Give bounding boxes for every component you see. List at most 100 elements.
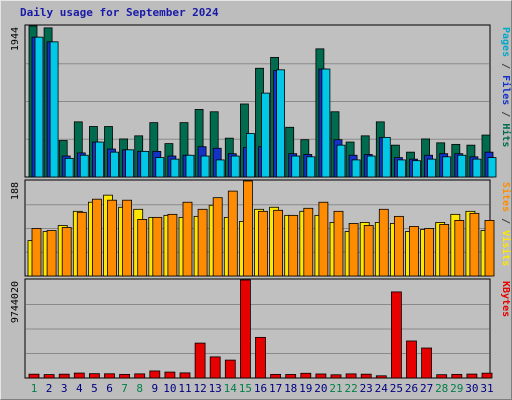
bar-kbytes-day-26 <box>406 340 417 379</box>
x-label-day-2: 2 <box>46 382 53 395</box>
bar-kbytes-day-14 <box>224 359 236 379</box>
bar-pages-day-11 <box>185 154 195 178</box>
bar-pages-day-23 <box>366 155 376 178</box>
bar-kbytes-day-12 <box>194 342 206 379</box>
bar-pages-day-19 <box>306 156 316 178</box>
bar-sites-day-16 <box>258 210 268 277</box>
legend-middle: Sites / Visits <box>500 182 512 266</box>
x-label-day-28: 28 <box>435 382 448 395</box>
bar-kbytes-day-17 <box>270 373 282 379</box>
bar-kbytes-day-27 <box>421 347 433 379</box>
x-label-day-22: 22 <box>344 382 357 395</box>
bar-sites-day-27 <box>424 228 435 277</box>
x-label-day-7: 7 <box>121 382 128 395</box>
y-tick-top: 1944 <box>10 27 21 51</box>
bar-pages-day-30 <box>472 158 482 178</box>
bar-sites-day-28 <box>439 224 450 277</box>
x-label-day-15: 15 <box>239 382 252 395</box>
bar-kbytes-day-25 <box>390 291 402 379</box>
x-label-day-3: 3 <box>61 382 68 395</box>
legend-top: Pages / Files / Hits <box>500 27 512 147</box>
bar-pages-day-20 <box>321 68 331 178</box>
bar-kbytes-day-22 <box>345 373 357 379</box>
bar-kbytes-day-19 <box>300 372 312 379</box>
bar-pages-day-18 <box>291 155 301 178</box>
bar-kbytes-day-18 <box>285 374 297 379</box>
bar-sites-day-2 <box>46 230 57 277</box>
bar-sites-day-14 <box>227 190 238 277</box>
x-label-day-13: 13 <box>209 382 222 395</box>
bar-pages-day-25 <box>396 159 406 178</box>
bar-pages-day-21 <box>336 144 346 178</box>
bar-kbytes-day-29 <box>451 373 463 379</box>
bar-pages-day-26 <box>412 160 421 178</box>
x-label-day-21: 21 <box>329 382 342 395</box>
bar-sites-day-17 <box>273 209 284 277</box>
bar-sites-day-12 <box>197 208 208 277</box>
x-label-day-14: 14 <box>224 382 238 395</box>
x-label-day-1: 1 <box>31 382 38 395</box>
bar-pages-day-15 <box>245 133 255 178</box>
x-label-day-17: 17 <box>269 382 282 395</box>
legend-part-middle-1: / <box>500 212 511 230</box>
legend-part-bottom-0: KBytes <box>500 281 511 317</box>
bar-pages-day-28 <box>442 156 452 178</box>
x-label-day-23: 23 <box>360 382 373 395</box>
bar-sites-day-3 <box>61 227 72 277</box>
x-label-day-24: 24 <box>375 382 389 395</box>
bar-kbytes-day-5 <box>89 373 100 379</box>
bar-sites-day-26 <box>409 226 419 277</box>
y-tick-middle: 188 <box>10 182 21 200</box>
x-label-day-19: 19 <box>299 382 312 395</box>
bar-sites-day-18 <box>288 214 299 277</box>
bar-kbytes-day-8 <box>134 373 146 379</box>
bar-sites-day-24 <box>378 208 389 277</box>
bar-sites-day-19 <box>303 207 314 277</box>
bar-sites-day-1 <box>31 228 42 277</box>
bar-kbytes-day-24 <box>375 375 387 379</box>
bar-sites-day-11 <box>182 201 193 277</box>
bar-sites-day-15 <box>242 180 253 277</box>
x-label-day-16: 16 <box>254 382 267 395</box>
legend-part-top-4: Hits <box>500 123 512 147</box>
bar-kbytes-day-1 <box>28 373 40 379</box>
x-label-day-9: 9 <box>151 382 158 395</box>
x-label-day-11: 11 <box>178 382 191 395</box>
bar-sites-day-20 <box>318 201 329 277</box>
bar-pages-day-17 <box>276 69 286 178</box>
bar-pages-day-12 <box>200 155 210 178</box>
bar-pages-day-16 <box>261 92 270 178</box>
bar-sites-day-22 <box>348 223 359 277</box>
bar-sites-day-6 <box>107 199 117 277</box>
legend-part-top-1: / <box>500 57 511 75</box>
bar-sites-day-13 <box>212 197 223 277</box>
bar-sites-day-10 <box>167 213 178 277</box>
bar-pages-day-29 <box>457 154 467 178</box>
bar-kbytes-day-31 <box>481 372 493 379</box>
bar-pages-day-10 <box>170 158 180 178</box>
bar-sites-day-21 <box>333 210 344 277</box>
bar-pages-day-4 <box>79 154 89 178</box>
bar-sites-day-4 <box>76 211 87 277</box>
bar-pages-day-9 <box>155 157 165 178</box>
bar-sites-day-30 <box>469 212 480 277</box>
x-label-day-30: 30 <box>465 382 478 395</box>
x-label-day-31: 31 <box>480 382 493 395</box>
chart-title: Daily usage for September 2024 <box>20 6 219 19</box>
bar-pages-day-7 <box>125 149 134 178</box>
bar-kbytes-day-28 <box>436 374 448 379</box>
bar-pages-day-5 <box>95 141 104 178</box>
bar-kbytes-day-16 <box>255 336 266 379</box>
bar-sites-day-9 <box>152 216 163 277</box>
bar-pages-day-22 <box>351 159 361 178</box>
legend-part-middle-2: Visits <box>500 230 512 266</box>
x-label-day-6: 6 <box>106 382 113 395</box>
bar-kbytes-day-2 <box>43 374 55 379</box>
bar-kbytes-day-23 <box>360 373 372 379</box>
bar-pages-day-13 <box>215 159 225 178</box>
bar-kbytes-day-4 <box>73 372 85 379</box>
bar-pages-day-6 <box>110 151 119 178</box>
bar-kbytes-day-13 <box>209 356 221 379</box>
bar-sites-day-31 <box>484 220 495 277</box>
